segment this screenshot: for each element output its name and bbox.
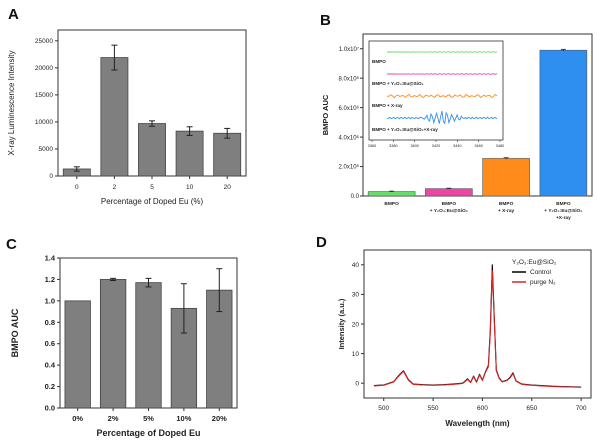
x-tick-label: 0%: [72, 414, 83, 423]
x-tick-label: BMPO: [384, 201, 399, 207]
y-tick-label: 20: [352, 321, 360, 328]
y-tick-label: 6.0x10⁶: [339, 105, 360, 112]
x-tick-label: + X-ray: [498, 208, 514, 214]
inset-x-tick-label: 3420: [432, 144, 440, 148]
bar: [539, 49, 588, 197]
panel-label-b: B: [320, 12, 331, 29]
y-axis-label: BMPO AUC: [10, 308, 20, 357]
x-tick-label: + Y₂O₃:Eu@SiO₂: [544, 208, 582, 214]
y-tick-label: 1.2: [45, 275, 55, 284]
x-tick-label: 700: [576, 405, 587, 412]
x-tick-label: 20%: [212, 414, 227, 423]
bar: [213, 132, 242, 177]
x-tick-label: 5: [150, 184, 154, 191]
y-tick-label: 0.6: [45, 339, 55, 348]
y-tick-label: 0.0: [45, 404, 55, 413]
x-tick-label: BMPO: [499, 201, 514, 207]
y-tick-label: 10000: [35, 119, 53, 126]
x-tick-label: + Y₂O₃:Eu@SiO₂: [430, 208, 468, 214]
y-tick-label: 1.4: [45, 254, 56, 263]
x-axis-label: Wavelength (nm): [445, 419, 509, 428]
inset-x-tick-label: 3460: [474, 144, 482, 148]
x-tick-label: 2%: [108, 414, 119, 423]
panel-d-chart: 500 550 600 650 700 0 10 20 30 40 Wavelength (nm) I…: [337, 249, 592, 428]
x-tick-label: 10: [186, 184, 194, 191]
x-tick-label: 2: [113, 184, 117, 191]
inset-series-line: [387, 51, 498, 53]
bar: [99, 279, 127, 409]
x-tick-label: 550: [428, 405, 439, 412]
y-tick-label: 0: [355, 381, 359, 388]
y-tick-label: 1.0x10⁷: [339, 46, 359, 53]
y-tick-label: 4.0x10⁶: [339, 134, 360, 141]
y-tick-label: 40: [352, 262, 360, 269]
series-line: [373, 270, 582, 388]
y-tick-label: 0: [49, 173, 53, 180]
y-tick-label: 20000: [35, 65, 53, 72]
panel-c-chart: 0.0 0.2 0.4 0.6 0.8 1.0 1.2 1.4 0% 2% 5% 10% 20% Perc…: [10, 254, 238, 438]
y-tick-label: 30: [352, 292, 360, 299]
y-tick-label: 1.0: [45, 296, 55, 305]
bar: [367, 191, 416, 197]
x-tick-label: 5%: [143, 414, 154, 423]
x-tick-label: 650: [526, 405, 537, 412]
panel-label-c: C: [6, 236, 17, 253]
bar: [100, 57, 129, 177]
y-tick-label: 15000: [35, 92, 53, 99]
x-tick-label: 500: [378, 405, 389, 412]
bar: [135, 282, 162, 409]
panel-label-a: A: [8, 6, 19, 23]
inset-series-label: BMPO + Y₂O₃:Eu@SiO₂: [372, 81, 424, 86]
inset-series-line: [386, 93, 498, 99]
panel-b-chart: 0.0 2.0x10⁶ 4.0x10⁶ 6.0x10⁶ 8.0x10⁶ 1.0x10⁷ BM…: [321, 33, 593, 221]
y-axis-label: BMPO AUC: [321, 94, 330, 135]
x-tick-label: 0: [75, 184, 79, 191]
inset-x-tick-label: 3400: [410, 144, 418, 148]
inset-x-tick-label: 3380: [389, 144, 397, 148]
inset-series-label: BMPO + X-ray: [372, 103, 403, 108]
y-tick-label: 2.0x10⁶: [339, 164, 360, 171]
panel-a-chart: 0 5000 10000 15000 20000 25000 0 2 5 10 20 Percenta…: [7, 29, 247, 206]
x-tick-label: 600: [477, 405, 488, 412]
y-tick-label: 0.2: [45, 382, 55, 391]
y-tick-label: 10: [352, 351, 360, 358]
inset-series-line: [386, 110, 498, 125]
y-tick-label: 0.0: [351, 194, 360, 200]
x-tick-label: 20: [224, 184, 232, 191]
inset-series-label: BMPO + Y₂O₃:Eu@SiO₂+X-ray: [372, 127, 438, 132]
inset-x-tick-label: 3360: [368, 144, 376, 148]
y-tick-label: 25000: [35, 38, 53, 45]
inset-x-tick-label: 3480: [496, 144, 504, 148]
panel-label-d: D: [316, 234, 327, 251]
y-tick-label: 0.8: [45, 318, 55, 327]
legend-label: Control: [530, 269, 552, 276]
x-tick-label: 10%: [176, 414, 191, 423]
y-tick-label: 0.4: [45, 361, 56, 370]
legend-label: purge N₂: [530, 279, 556, 286]
bar: [138, 123, 166, 177]
bar: [425, 188, 473, 197]
bar: [175, 130, 204, 177]
x-axis-label: Percentage of Doped Eu (%): [101, 197, 204, 206]
legend-title: Y₂O₃:Eu@SiO₂: [512, 259, 557, 266]
inset-x-tick-label: 3440: [453, 144, 461, 148]
y-tick-label: 8.0x10⁶: [339, 75, 360, 82]
y-axis-label: Intensity (a.u.): [337, 298, 346, 349]
y-axis-label: X-ray Luminescence Intensity: [7, 51, 16, 156]
bar: [482, 158, 530, 197]
x-axis-label: Percentage of Doped Eu: [96, 428, 200, 438]
x-tick-label: BMPO: [556, 201, 571, 207]
inset-series-line: [387, 73, 498, 75]
inset-series-label: BMPO: [372, 59, 386, 64]
bar: [64, 300, 91, 409]
x-tick-label: +X-ray: [556, 215, 571, 221]
inset-frame: [368, 40, 504, 141]
plot-frame: [362, 33, 593, 197]
y-tick-label: 5000: [39, 146, 54, 153]
x-tick-label: BMPO: [442, 201, 457, 207]
